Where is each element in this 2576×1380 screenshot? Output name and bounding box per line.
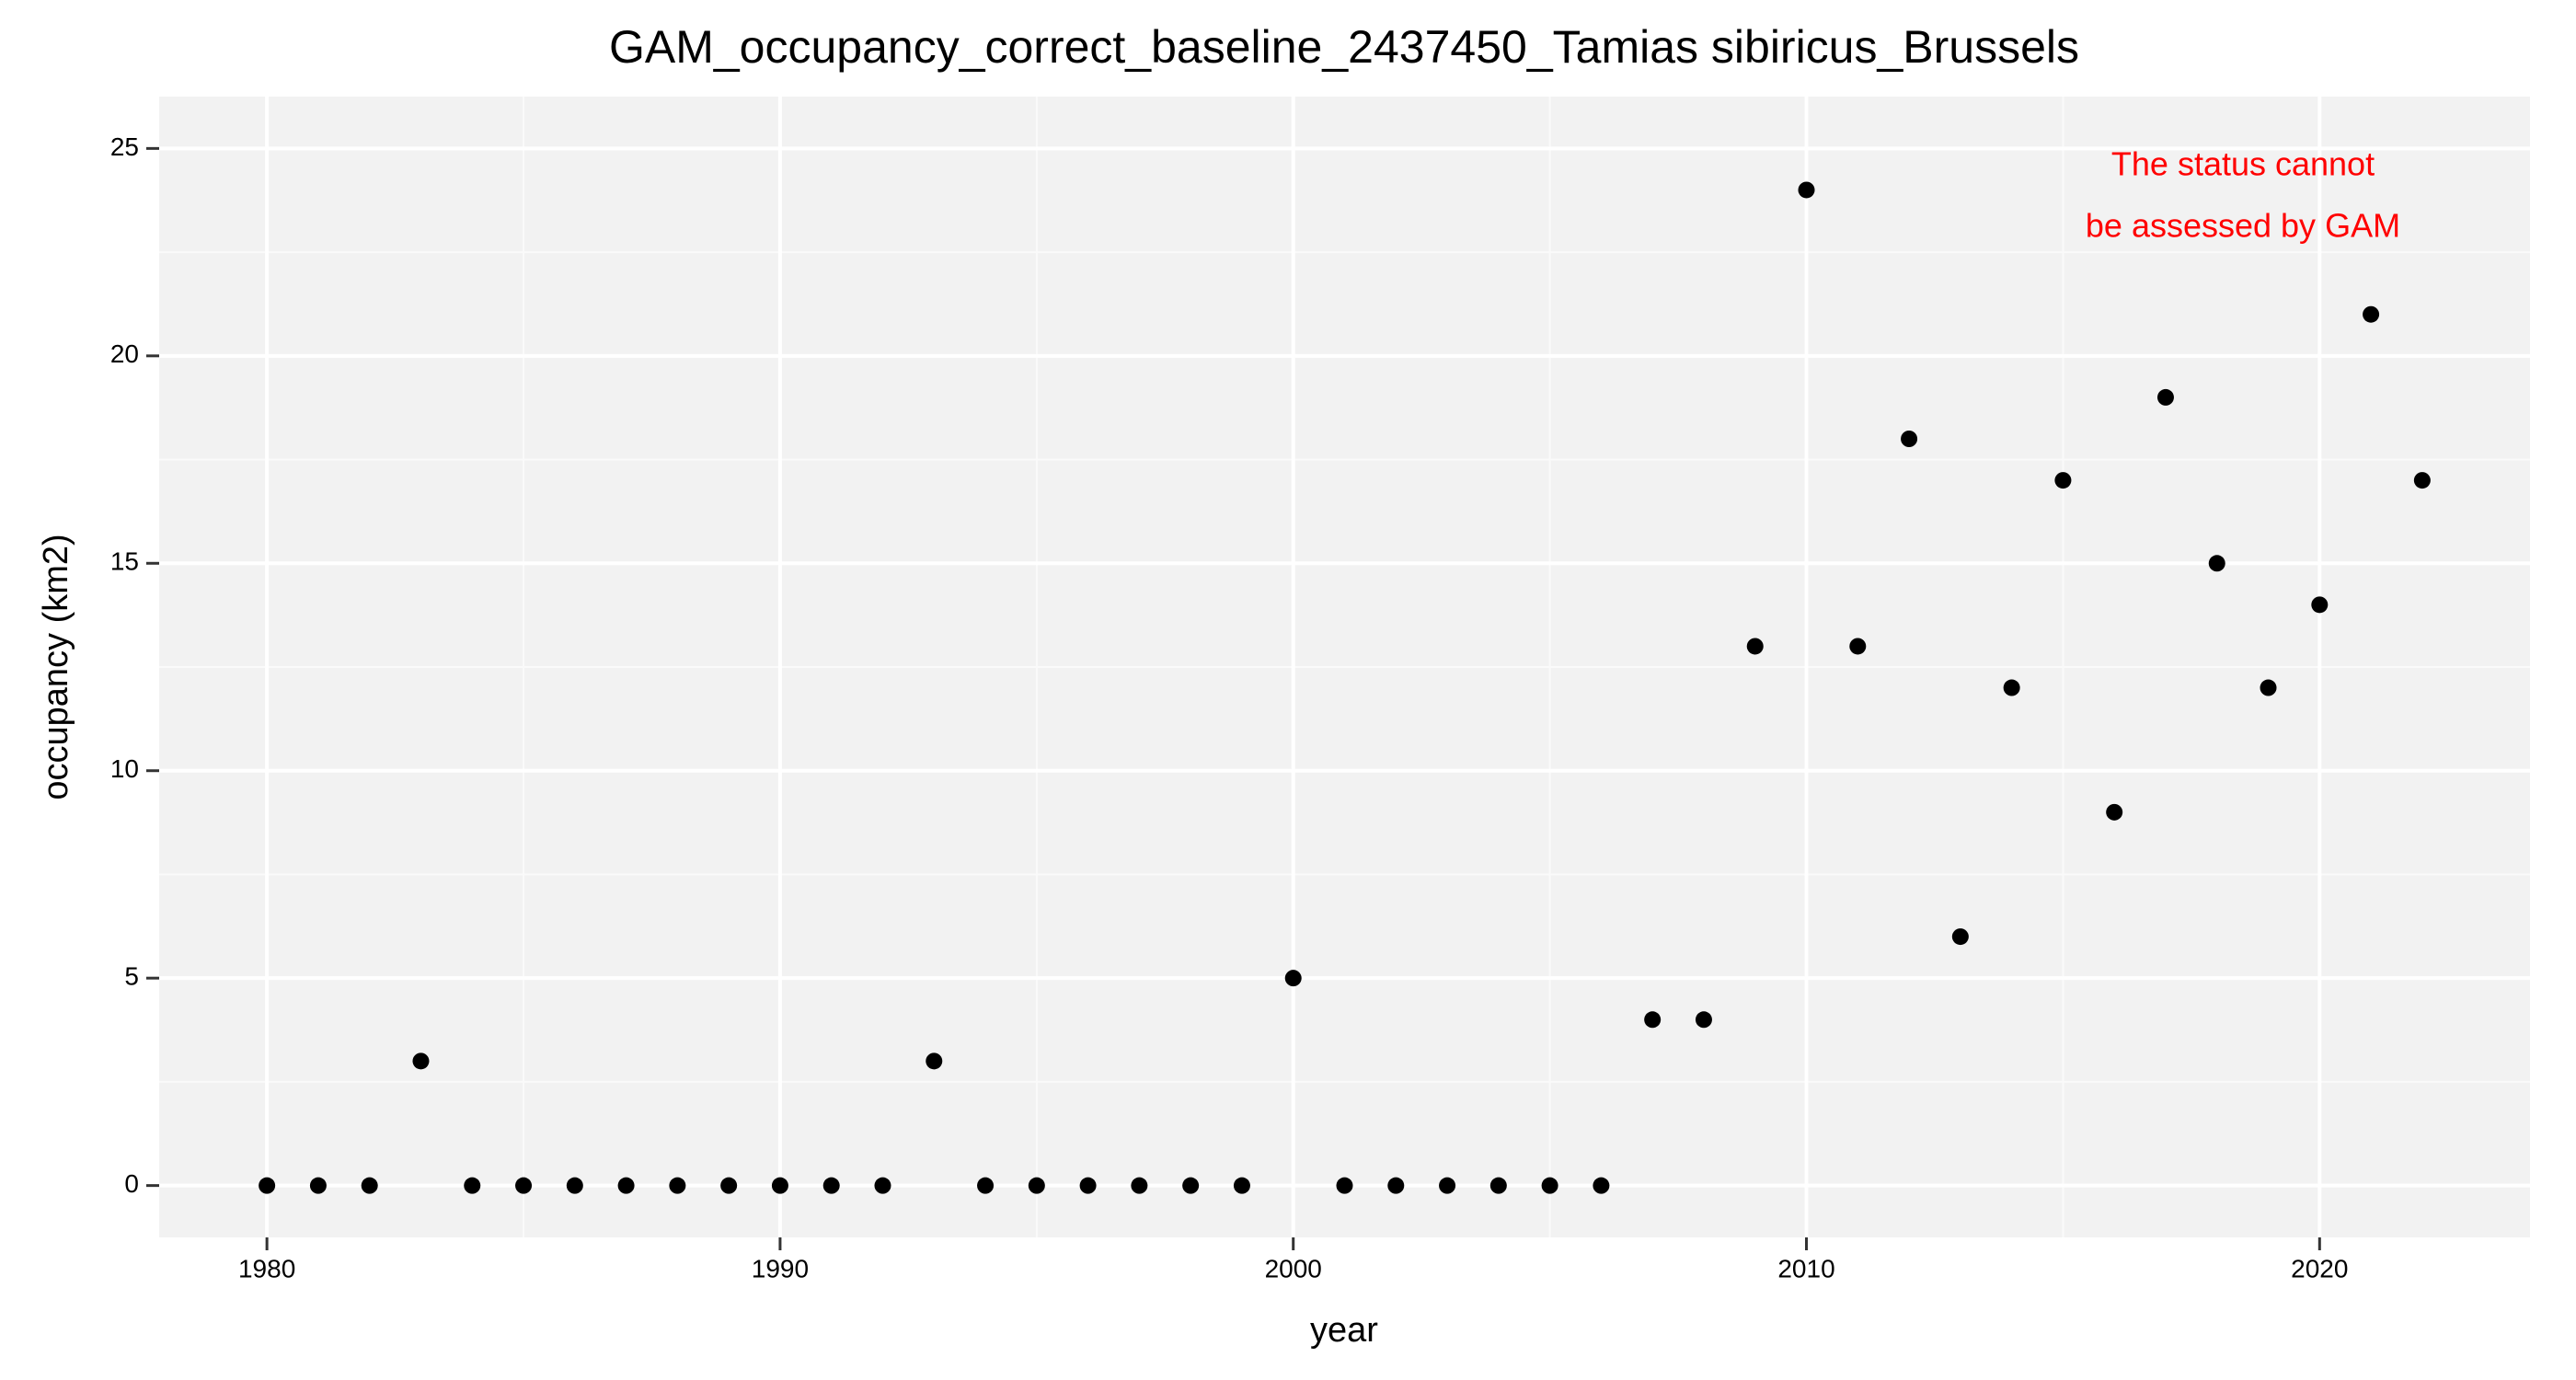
- y-tick-label: 0: [124, 1169, 139, 1198]
- point: [1387, 1177, 1405, 1194]
- point: [2260, 679, 2277, 696]
- y-tick-label: 20: [110, 339, 139, 368]
- point: [1746, 638, 1764, 655]
- point: [720, 1177, 738, 1194]
- point: [1593, 1177, 1610, 1194]
- point: [822, 1177, 840, 1194]
- point: [2363, 305, 2380, 323]
- point: [2106, 803, 2123, 821]
- x-tick-label: 2020: [2291, 1254, 2348, 1282]
- point: [1284, 970, 1302, 987]
- point: [361, 1177, 378, 1194]
- point: [515, 1177, 533, 1194]
- point: [1849, 638, 1867, 655]
- annotation: be assessed by GAM: [2086, 207, 2400, 245]
- point: [566, 1177, 583, 1194]
- x-tick-label: 1990: [752, 1254, 809, 1282]
- point: [1336, 1177, 1353, 1194]
- point: [1233, 1177, 1250, 1194]
- point: [977, 1177, 995, 1194]
- point: [1028, 1177, 1045, 1194]
- y-tick-label: 5: [124, 962, 139, 991]
- point: [309, 1177, 327, 1194]
- point: [259, 1177, 276, 1194]
- point: [1131, 1177, 1148, 1194]
- chart-title: GAM_occupancy_correct_baseline_2437450_T…: [609, 21, 2079, 73]
- point: [2156, 388, 2174, 406]
- point: [2413, 472, 2431, 489]
- y-tick-label: 25: [110, 132, 139, 161]
- point: [1901, 431, 1918, 447]
- point: [617, 1177, 635, 1194]
- x-tick-label: 2010: [1777, 1254, 1834, 1282]
- y-axis-title: occupancy (km2): [37, 534, 75, 799]
- point: [771, 1177, 788, 1194]
- x-tick-label: 2000: [1265, 1254, 1322, 1282]
- point: [1541, 1177, 1558, 1194]
- point: [1798, 181, 1815, 199]
- point: [926, 1052, 943, 1070]
- point: [1079, 1177, 1097, 1194]
- point: [669, 1177, 686, 1194]
- y-tick-label: 15: [110, 547, 139, 576]
- point: [874, 1177, 891, 1194]
- point: [1644, 1011, 1662, 1029]
- annotation: The status cannot: [2111, 145, 2375, 183]
- point: [2311, 596, 2329, 614]
- point: [1695, 1011, 1712, 1029]
- point: [412, 1052, 430, 1070]
- point: [1951, 928, 1969, 946]
- point: [1182, 1177, 1200, 1194]
- point: [464, 1177, 481, 1194]
- point: [2208, 555, 2225, 572]
- point: [1489, 1177, 1507, 1194]
- point: [1439, 1177, 1456, 1194]
- x-axis-title: year: [1310, 1311, 1378, 1350]
- x-tick-label: 1980: [238, 1254, 295, 1282]
- y-tick-label: 10: [110, 754, 139, 783]
- point: [2003, 679, 2020, 696]
- point: [2054, 472, 2072, 489]
